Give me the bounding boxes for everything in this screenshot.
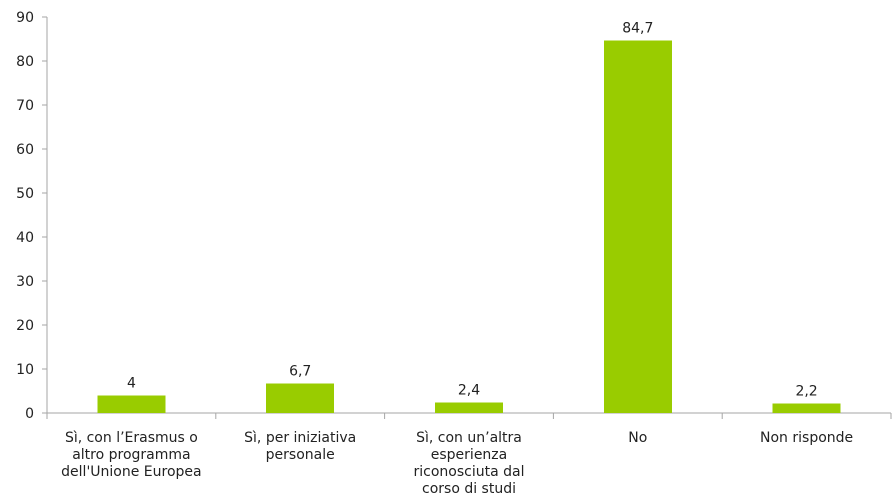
y-tick-label: 60 [16, 142, 34, 158]
x-category-label: esperienza [431, 447, 507, 463]
bar [435, 402, 503, 413]
x-category-label: Sì, con l’Erasmus o [65, 430, 198, 446]
bar [266, 383, 335, 413]
x-category-label: corso di studi [422, 481, 516, 497]
data-label: 6,7 [289, 364, 311, 380]
x-category-label: Sì, per iniziativa [244, 430, 356, 446]
y-tick-label: 90 [16, 10, 34, 26]
data-label: 2,4 [458, 382, 480, 398]
y-axis: 0 10 20 30 40 50 60 70 80 90 [16, 10, 48, 422]
data-label: 2,2 [795, 383, 817, 399]
y-tick-label: 40 [16, 230, 34, 246]
y-tick-label: 70 [16, 98, 34, 114]
bar [97, 395, 166, 413]
x-axis [46, 412, 892, 419]
data-labels: 4 6,7 2,4 84,7 2,2 [127, 20, 818, 399]
y-tick-label: 80 [16, 54, 34, 70]
y-tick-label: 30 [16, 274, 34, 290]
x-category-label: Non risponde [760, 430, 853, 446]
x-category-label: riconosciuta dal [414, 464, 525, 480]
data-label: 84,7 [622, 20, 653, 36]
bar [603, 40, 672, 413]
y-tick-label: 20 [16, 318, 34, 334]
x-category-label: Sì, con un’altra [416, 430, 522, 446]
y-tick-label: 50 [16, 186, 34, 202]
x-category-label: dell'Unione Europea [61, 464, 201, 480]
x-category-label: No [628, 430, 647, 446]
x-category-label: personale [266, 447, 335, 463]
bar [772, 403, 841, 413]
data-label: 4 [127, 375, 136, 391]
y-tick-label: 0 [25, 406, 34, 422]
bars [97, 40, 841, 413]
x-category-label: altro programma [72, 447, 190, 463]
y-tick-label: 10 [16, 362, 34, 378]
